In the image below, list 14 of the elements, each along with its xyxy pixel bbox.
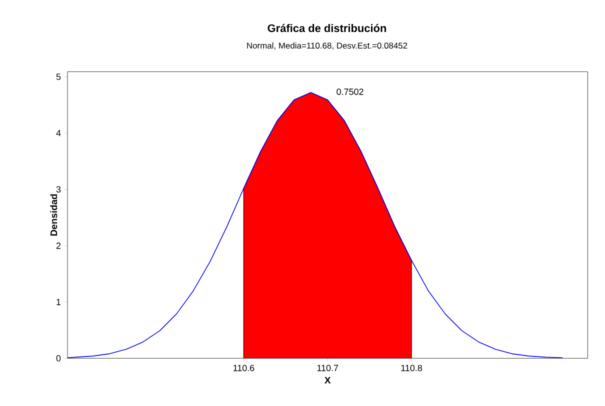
x-tick-label: 110.6: [234, 364, 254, 372]
y-axis-title: Densidad: [50, 194, 58, 236]
y-tick-label: 3: [56, 186, 61, 193]
x-axis-title: X: [324, 377, 331, 384]
chart-subtitle: Normal, Media=110.68, Desv.Est.=0.08452: [247, 42, 408, 50]
y-tick-label: 4: [56, 130, 61, 136]
y-tick-label: 2: [56, 242, 61, 249]
annotation: 0.7502: [336, 88, 364, 95]
y-tick-label: 1: [56, 298, 61, 306]
y-tick-label: 0: [56, 355, 61, 362]
x-tick-label: 110.7: [317, 364, 338, 372]
chart-title: Gráfica de distribución: [268, 24, 386, 32]
y-tick-label: 5: [56, 74, 61, 80]
x-tick-label: 110.8: [401, 364, 422, 372]
